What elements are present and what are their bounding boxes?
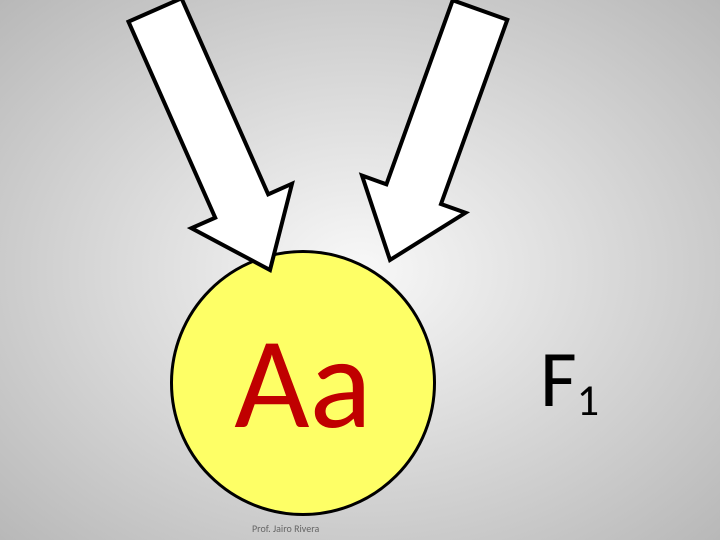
arrows-svg [0,0,720,540]
footer-credit: Prof. Jairo Rivera [252,522,319,535]
arrow-right [362,0,507,260]
f1-main: F [540,331,577,428]
f1-subscript: 1 [577,373,599,427]
arrow-left [129,0,293,270]
f1-generation-label: F1 [540,340,599,420]
